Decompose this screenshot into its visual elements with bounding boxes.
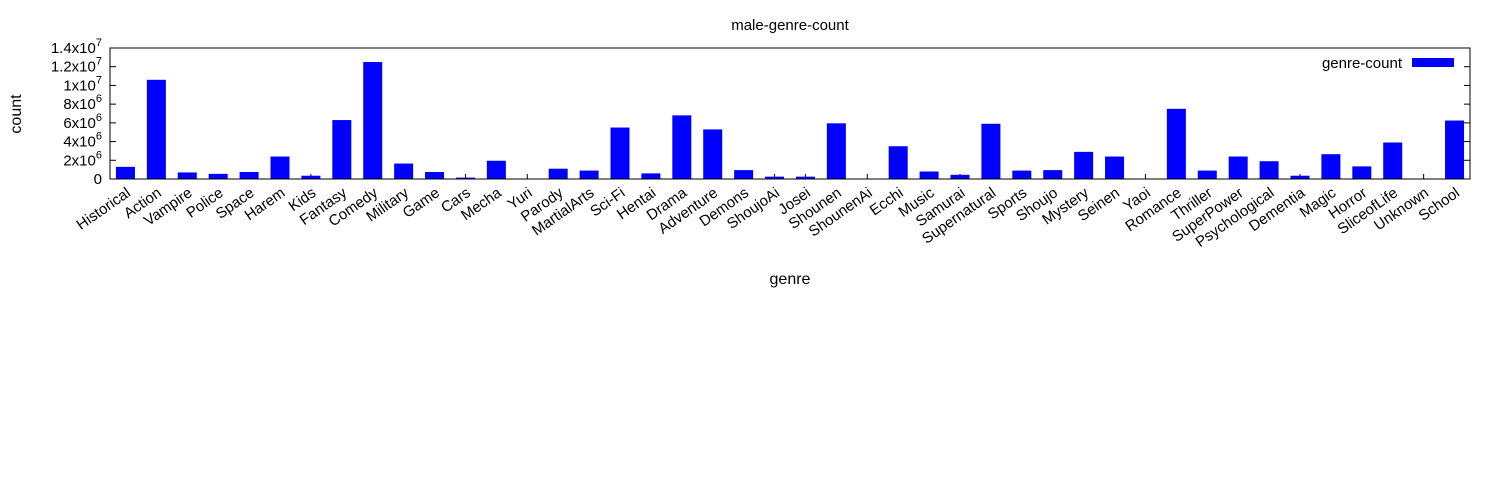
bar-series xyxy=(115,62,1465,179)
bar xyxy=(826,123,846,179)
y-tick-exponent: 6 xyxy=(96,93,102,105)
bar xyxy=(1043,170,1063,179)
legend: genre-count xyxy=(1322,55,1454,72)
bar xyxy=(455,177,475,179)
y-tick-label: 8x106 xyxy=(63,93,102,113)
chart-title: male-genre-count xyxy=(731,17,849,34)
bar xyxy=(1012,170,1032,179)
y-tick-label: 1.4x107 xyxy=(51,37,102,57)
bar xyxy=(239,171,259,179)
y-tick-exponent: 6 xyxy=(96,131,102,143)
y-tick-mantissa: 2x10 xyxy=(63,152,96,169)
bar xyxy=(486,160,506,179)
y-tick-exponent: 7 xyxy=(96,37,102,49)
bar xyxy=(888,146,908,179)
bar xyxy=(1352,166,1372,179)
y-tick-exponent: 7 xyxy=(96,56,102,68)
plot-frame xyxy=(109,47,1471,180)
bar xyxy=(1105,156,1125,179)
bar xyxy=(795,176,815,179)
y-tick-mantissa: 8x10 xyxy=(63,96,96,113)
bar xyxy=(177,172,197,179)
bar xyxy=(734,170,754,179)
y-tick-mantissa: 6x10 xyxy=(63,115,96,132)
bar xyxy=(548,168,568,179)
y-tick-label: 6x106 xyxy=(63,112,102,132)
bar xyxy=(394,163,414,179)
bar xyxy=(981,123,1001,179)
bar xyxy=(672,115,692,179)
bar xyxy=(332,120,352,179)
bar xyxy=(363,62,383,179)
bar xyxy=(919,171,939,179)
y-tick-mantissa: 0 xyxy=(94,171,102,188)
y-tick-mantissa: 1.2x10 xyxy=(51,59,96,76)
bar xyxy=(641,173,661,179)
y-tick-exponent: 6 xyxy=(96,112,102,124)
bar xyxy=(1166,108,1186,179)
bar xyxy=(610,127,630,179)
bar xyxy=(765,176,785,179)
y-tick-mantissa: 4x10 xyxy=(63,134,96,151)
bar xyxy=(1228,156,1248,179)
bar xyxy=(301,175,321,179)
bar xyxy=(1074,151,1094,179)
bar xyxy=(1321,154,1341,179)
bar xyxy=(1383,142,1403,179)
bar xyxy=(425,171,445,179)
bar xyxy=(1197,170,1217,179)
bar xyxy=(270,156,290,179)
bar xyxy=(1259,161,1279,179)
y-tick-mantissa: 1x10 xyxy=(63,77,96,94)
x-axis-label: genre xyxy=(770,271,811,288)
bar xyxy=(208,173,228,179)
bar xyxy=(703,129,723,179)
bar xyxy=(146,79,166,179)
bar xyxy=(1445,120,1465,179)
legend-label: genre-count xyxy=(1322,55,1403,72)
bar xyxy=(115,166,135,179)
bar xyxy=(579,170,599,179)
y-tick-exponent: 6 xyxy=(96,149,102,161)
y-tick-label: 2x106 xyxy=(63,149,102,169)
y-tick-label: 0 xyxy=(94,171,102,188)
y-tick-label: 1.2x107 xyxy=(51,56,102,76)
y-axis-label: count xyxy=(8,94,25,134)
bar xyxy=(950,174,970,179)
y-tick-mantissa: 1.4x10 xyxy=(51,40,96,57)
y-tick-exponent: 7 xyxy=(96,74,102,86)
legend-swatch xyxy=(1412,58,1454,67)
x-axis-ticks: HistoricalActionVampirePoliceSpaceHaremK… xyxy=(73,174,1463,251)
bar xyxy=(1290,175,1310,179)
y-tick-label: 4x106 xyxy=(63,131,102,151)
y-tick-label: 1x107 xyxy=(63,74,102,94)
